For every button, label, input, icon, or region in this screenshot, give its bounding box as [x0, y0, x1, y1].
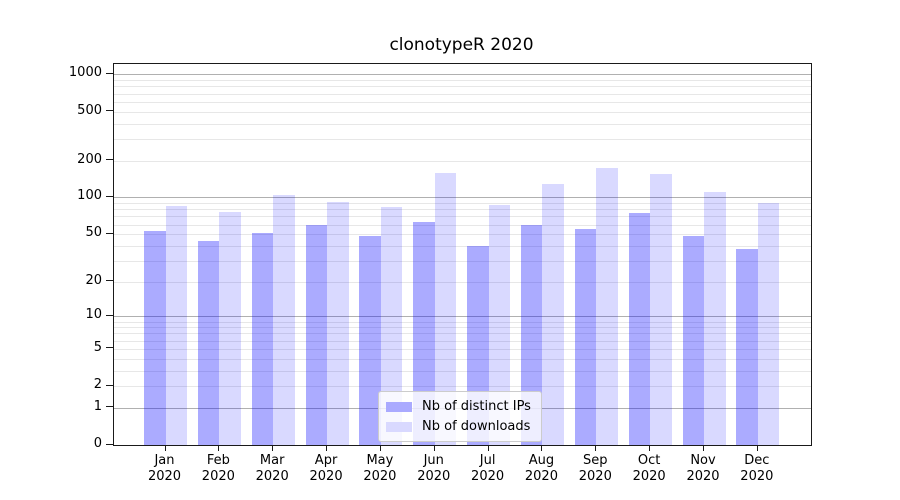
- bar-downloads-mar: [273, 194, 295, 445]
- bar-ips-may: [359, 236, 381, 445]
- y-tick-mark: [106, 314, 113, 316]
- y-tick-mark: [106, 443, 113, 445]
- legend: Nb of distinct IPs Nb of downloads: [378, 391, 542, 442]
- bar-downloads-aug: [542, 183, 564, 445]
- y-tick-label: 5: [93, 339, 102, 355]
- x-tick-label: Jul 2020: [471, 453, 505, 484]
- bar-ips-mar: [251, 233, 274, 445]
- x-tick-label: Apr 2020: [309, 453, 343, 484]
- x-tick-mark: [218, 445, 220, 451]
- bar-downloads-sep: [596, 167, 618, 445]
- y-tick-label: 500: [77, 102, 102, 118]
- legend-item-distinct-ips: Nb of distinct IPs: [386, 399, 531, 414]
- y-tick-label: 200: [77, 151, 102, 167]
- bar-ips-oct: [628, 213, 651, 445]
- y-tick-label: 1: [93, 398, 102, 414]
- y-gridline-minor: [114, 123, 811, 125]
- x-tick-mark: [433, 445, 435, 451]
- bar-downloads-may: [380, 207, 403, 445]
- bar-downloads-nov: [704, 191, 726, 445]
- bar-ips-aug: [520, 224, 543, 445]
- bar-ips-jun: [413, 221, 435, 445]
- y-tick-label: 50: [85, 225, 102, 241]
- y-tick-mark: [106, 110, 113, 112]
- bar-downloads-jan: [165, 206, 187, 445]
- bar-downloads-jul: [488, 204, 511, 445]
- x-tick-mark: [595, 445, 597, 451]
- x-tick-mark: [272, 445, 274, 451]
- x-tick-label: Nov 2020: [686, 453, 720, 484]
- x-tick-mark: [164, 445, 166, 451]
- legend-item-downloads: Nb of downloads: [386, 419, 531, 434]
- y-gridline-minor: [114, 101, 811, 103]
- plot-area: Nb of distinct IPs Nb of downloads: [113, 63, 812, 446]
- y-tick-label: 1000: [68, 65, 102, 81]
- bar-ips-jan: [144, 231, 166, 445]
- y-tick-mark: [106, 195, 113, 197]
- y-tick-label: 20: [85, 272, 102, 288]
- y-tick-mark: [106, 347, 113, 349]
- y-gridline-minor: [114, 86, 811, 88]
- legend-swatch-downloads: [386, 421, 412, 432]
- legend-label-distinct-ips: Nb of distinct IPs: [422, 399, 531, 414]
- bar-ips-dec: [736, 248, 758, 445]
- y-tick-label: 2: [93, 377, 102, 393]
- x-tick-label: Dec 2020: [740, 453, 774, 484]
- y-gridline-minor: [114, 111, 811, 113]
- y-tick-mark: [106, 159, 113, 161]
- x-tick-mark: [649, 445, 651, 451]
- y-tick-mark: [106, 72, 113, 74]
- x-tick-mark: [756, 445, 758, 451]
- y-gridline-minor: [114, 160, 811, 162]
- bar-ips-nov: [682, 236, 704, 445]
- x-tick-mark: [379, 445, 381, 451]
- x-tick-mark: [703, 445, 704, 451]
- y-gridline-minor: [114, 138, 811, 140]
- bar-downloads-jun: [434, 172, 457, 445]
- x-tick-label: Mar 2020: [255, 453, 289, 484]
- x-tick-mark: [541, 445, 543, 451]
- y-gridline-minor: [114, 80, 811, 82]
- bar-downloads-apr: [327, 201, 349, 445]
- x-tick-label: Jun 2020: [417, 453, 451, 484]
- y-gridline-minor: [114, 93, 811, 95]
- bar-downloads-feb: [219, 212, 241, 445]
- bar-downloads-dec: [757, 203, 780, 445]
- y-tick-label: 100: [77, 188, 102, 204]
- x-tick-label: Sep 2020: [578, 453, 612, 484]
- legend-swatch-distinct-ips: [386, 401, 412, 412]
- y-tick-label: 0: [93, 436, 102, 451]
- x-tick-mark: [326, 445, 328, 451]
- bar-ips-apr: [305, 224, 328, 445]
- chart-title: clonotypeR 2020: [389, 35, 534, 55]
- x-tick-label: Feb 2020: [201, 453, 235, 484]
- y-tick-mark: [106, 406, 113, 408]
- x-tick-label: Aug 2020: [524, 453, 558, 484]
- y-gridline-major: [114, 74, 811, 76]
- x-tick-label: Jan 2020: [147, 453, 182, 484]
- bar-ips-sep: [574, 229, 597, 445]
- y-tick-mark: [106, 232, 113, 234]
- y-tick-label: 10: [85, 307, 102, 323]
- x-tick-label: Oct 2020: [632, 453, 666, 484]
- y-tick-mark: [106, 280, 113, 282]
- x-tick-label: May 2020: [363, 453, 397, 484]
- bar-ips-feb: [197, 240, 220, 445]
- x-tick-mark: [487, 445, 489, 451]
- y-tick-mark: [106, 384, 113, 386]
- legend-label-downloads: Nb of downloads: [422, 419, 531, 434]
- bar-downloads-oct: [650, 174, 672, 445]
